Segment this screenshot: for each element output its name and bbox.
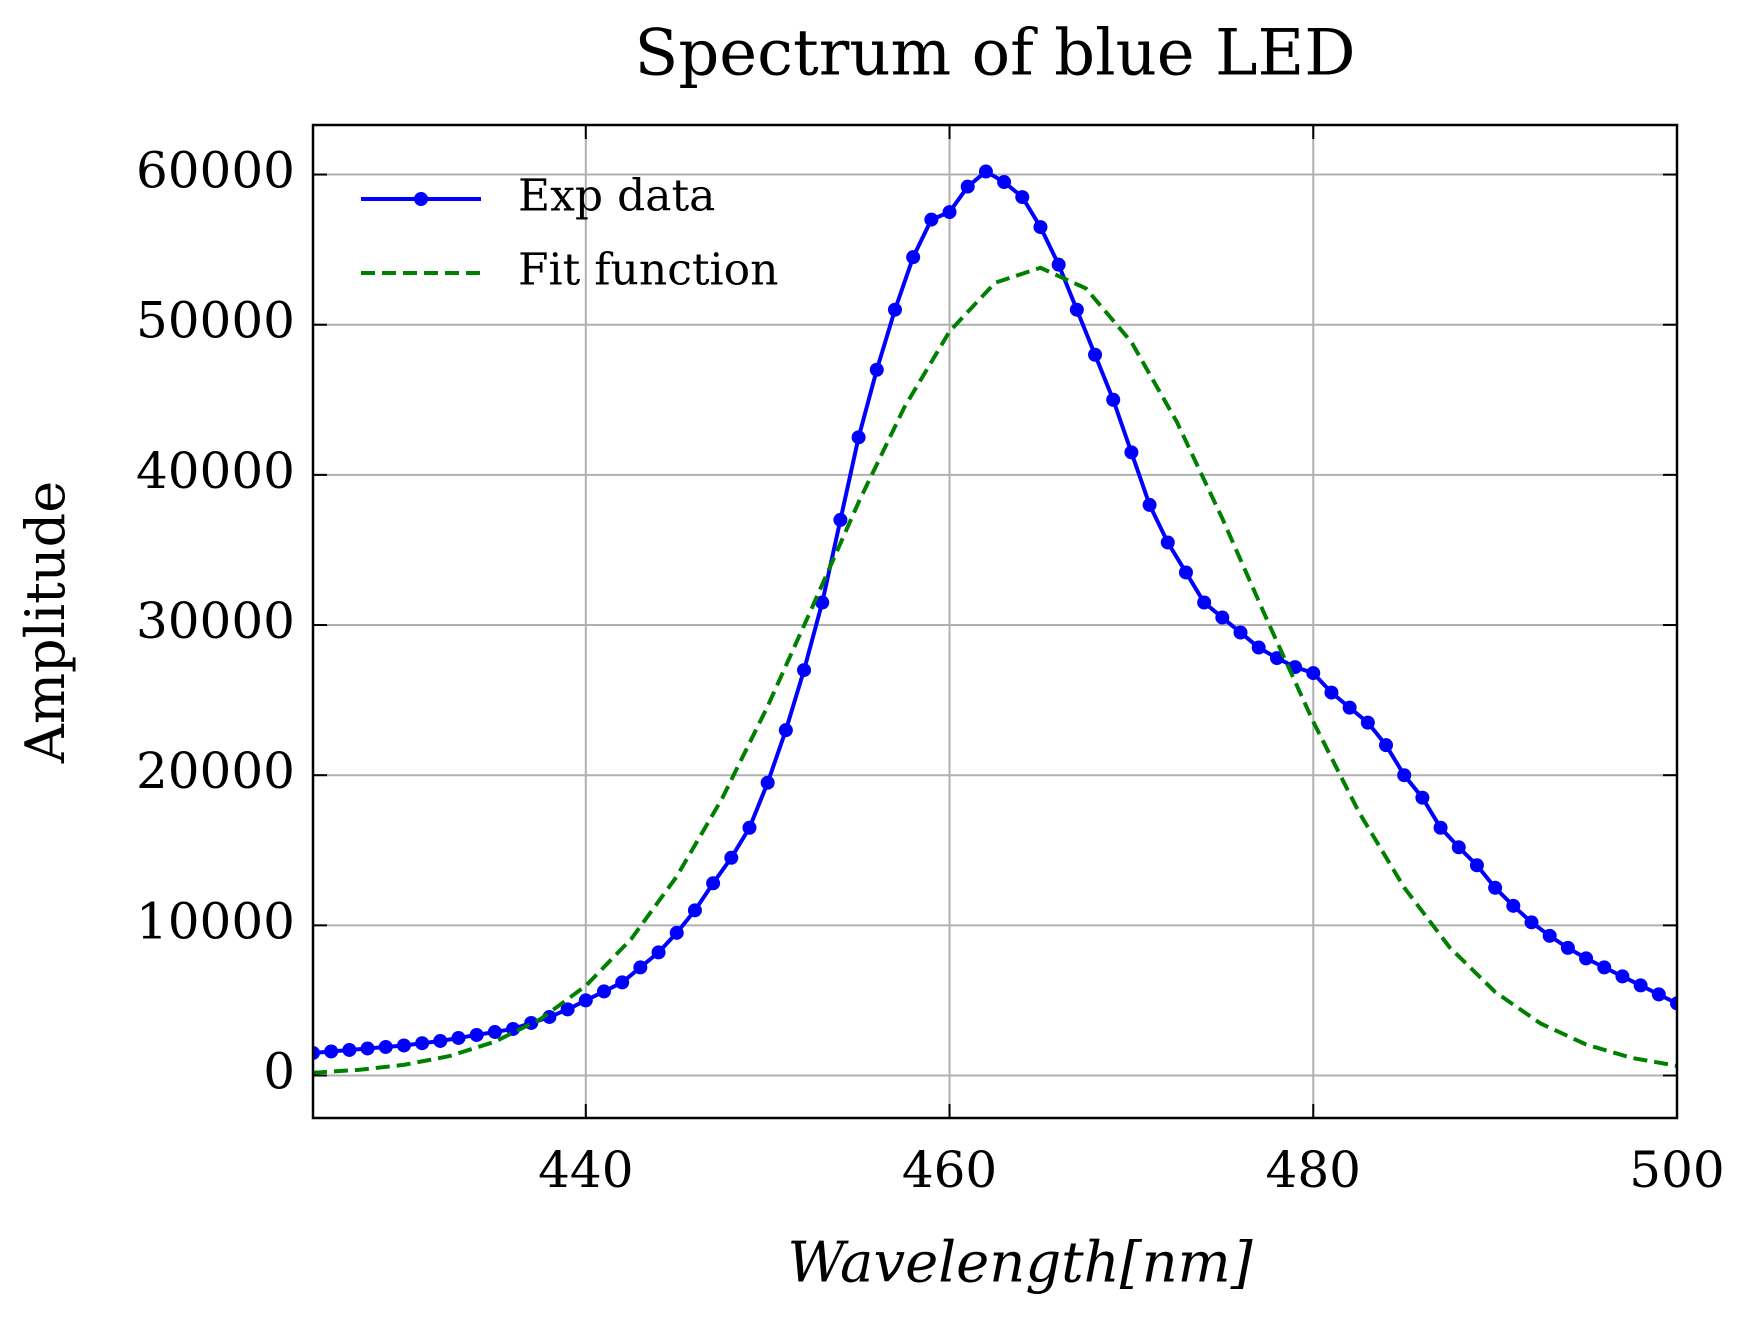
- data-point: [415, 1036, 430, 1051]
- data-point: [1360, 715, 1375, 730]
- data-point: [1106, 392, 1121, 407]
- x-axis-label: Wavelength[nm]: [787, 1231, 1252, 1296]
- plot-frame: [311, 123, 1679, 1120]
- data-point: [1342, 700, 1357, 715]
- data-point: [833, 512, 848, 527]
- chart-title: Spectrum of blue LED: [634, 17, 1355, 91]
- legend-label: Fit function: [518, 245, 778, 296]
- data-point: [1379, 738, 1394, 753]
- data-point: [1415, 790, 1430, 805]
- data-point: [560, 1002, 575, 1017]
- x-tick-label: 500: [1629, 1141, 1724, 1199]
- data-point: [1160, 535, 1175, 550]
- data-point: [1233, 625, 1248, 640]
- data-point: [451, 1030, 466, 1045]
- data-point: [1597, 960, 1612, 975]
- data-point: [887, 302, 902, 317]
- data-point: [1124, 445, 1139, 460]
- data-point: [706, 876, 721, 891]
- data-point: [1451, 840, 1466, 855]
- data-point: [433, 1033, 448, 1048]
- data-point: [1579, 951, 1594, 966]
- data-point: [1560, 940, 1575, 955]
- series-line: [313, 169, 1677, 1055]
- data-point: [1397, 768, 1412, 783]
- data-point: [469, 1027, 484, 1042]
- data-point: [360, 1041, 375, 1056]
- data-point: [1615, 969, 1630, 984]
- data-point: [1051, 257, 1066, 272]
- data-point: [1015, 190, 1030, 205]
- y-tick-label: 60000: [136, 142, 295, 200]
- data-point: [1142, 497, 1157, 512]
- data-point: [651, 945, 666, 960]
- data-point: [760, 775, 775, 790]
- y-tick-label: 0: [263, 1043, 295, 1101]
- data-point: [1215, 610, 1230, 625]
- data-point: [942, 205, 957, 220]
- data-point: [1542, 928, 1557, 943]
- data-point: [615, 975, 630, 990]
- data-point: [1269, 651, 1284, 666]
- series-line: [313, 265, 1677, 1075]
- data-point: [1488, 880, 1503, 895]
- plot-area: [313, 164, 1677, 1075]
- data-point: [924, 212, 939, 227]
- data-point: [815, 595, 830, 610]
- y-tick-label: 50000: [136, 292, 295, 350]
- y-axis-label: Amplitude: [14, 481, 77, 764]
- data-point: [1633, 978, 1648, 993]
- x-tick-label: 460: [902, 1141, 997, 1199]
- data-point: [906, 250, 921, 265]
- data-point: [851, 430, 866, 445]
- data-point: [797, 663, 812, 678]
- data-point: [869, 362, 884, 377]
- data-point: [487, 1024, 502, 1039]
- data-point: [1469, 858, 1484, 873]
- legend-label: Exp data: [518, 171, 715, 222]
- data-point: [378, 1039, 393, 1054]
- data-point: [778, 723, 793, 738]
- x-tick-label: 440: [538, 1141, 633, 1199]
- data-point: [687, 903, 702, 918]
- data-point: [1033, 220, 1048, 235]
- data-point: [324, 1044, 339, 1059]
- data-point: [1197, 595, 1212, 610]
- data-point: [578, 993, 593, 1008]
- data-point: [1088, 347, 1103, 362]
- data-point: [1651, 987, 1666, 1002]
- legend-marker: [414, 192, 428, 206]
- data-point: [1324, 685, 1339, 700]
- data-point: [1433, 820, 1448, 835]
- y-tick-label: 40000: [136, 442, 295, 500]
- data-point: [1306, 666, 1321, 681]
- x-tick-label: 480: [1266, 1141, 1361, 1199]
- data-point: [724, 850, 739, 865]
- data-point: [1670, 996, 1677, 1011]
- data-point: [997, 175, 1012, 190]
- data-point: [313, 1045, 320, 1060]
- data-point: [1178, 565, 1193, 580]
- data-point: [1524, 915, 1539, 930]
- data-point: [396, 1038, 411, 1053]
- data-point: [1251, 640, 1266, 655]
- data-point: [633, 960, 648, 975]
- y-tick-label: 10000: [136, 892, 295, 950]
- data-point: [596, 984, 611, 999]
- data-point: [978, 164, 993, 179]
- data-point: [1069, 302, 1084, 317]
- y-tick-label: 20000: [136, 742, 295, 800]
- y-tick-label: 30000: [136, 592, 295, 650]
- data-point: [742, 820, 757, 835]
- data-point: [1506, 898, 1521, 913]
- data-point: [669, 925, 684, 940]
- data-point: [960, 179, 975, 194]
- data-point: [342, 1042, 357, 1057]
